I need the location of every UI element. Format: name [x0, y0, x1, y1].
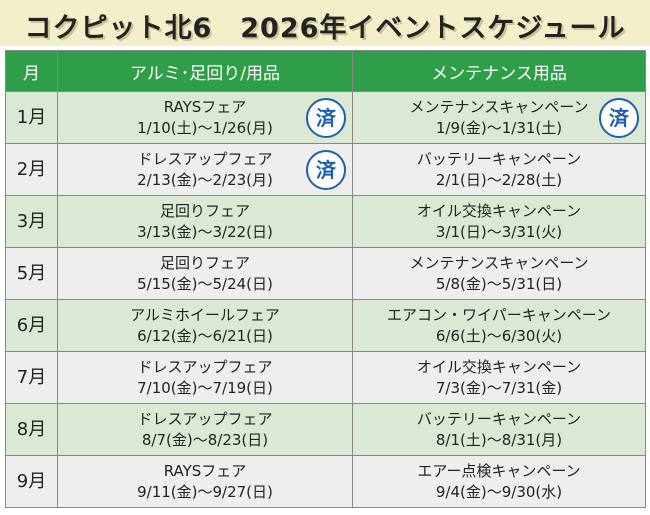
event-cell: バッテリーキャンペーン 2/1(日)～2/28(土)	[352, 143, 646, 196]
event-dates: 7/3(金)～7/31(金)	[435, 378, 563, 397]
event-cell: RAYSフェア 9/11(金)～9/27(日)	[57, 455, 353, 508]
done-badge: 済	[306, 98, 346, 138]
row: 8月 ドレスアップフェア 8/7(金)～8/23(日) バッテリーキャンペーン 8/1(…	[5, 403, 646, 456]
event-name: RAYSフェア	[163, 461, 247, 480]
event-name: RAYSフェア	[163, 97, 247, 116]
event-dates: 9/11(金)～9/27(日)	[137, 482, 273, 501]
event-name: ドレスアップフェア	[137, 357, 273, 376]
event-dates: 3/1(日)～3/31(火)	[435, 222, 563, 241]
event-cell: エアコン・ワイパーキャンペーン 6/6(土)～6/30(火)	[352, 299, 646, 352]
month-cell: 3月	[5, 195, 58, 248]
row: 5月 足回りフェア 5/15(金)～5/24(日) メンテナンスキャンペーン 5/8(金…	[5, 247, 646, 300]
event-cell: アルミホイールフェア 6/12(金)～6/21(日)	[57, 299, 353, 352]
event-name: ドレスアップフェア	[137, 409, 273, 428]
event-dates: 7/10(金)～7/19(日)	[137, 378, 273, 397]
event-dates: 8/7(金)～8/23(日)	[141, 430, 269, 449]
month-cell: 6月	[5, 299, 58, 352]
row: 6月 アルミホイールフェア 6/12(金)～6/21(日) エアコン・ワイパーキャンペ…	[5, 299, 646, 352]
event-cell: ドレスアップフェア 8/7(金)～8/23(日)	[57, 403, 353, 456]
row: 2月 ドレスアップフェア 2/13(金)～2/23(月) 済 バッテリーキャンペーン 2/…	[5, 143, 646, 196]
row: 1月 RAYSフェア 1/10(土)～1/26(月) 済メンテナンスキャンペーン 1/9…	[5, 91, 646, 144]
event-cell: 足回りフェア 3/13(金)～3/22(日)	[57, 195, 353, 248]
event-name: アルミホイールフェア	[130, 305, 280, 324]
row: 9月 RAYSフェア 9/11(金)～9/27(日) エアー点検キャンペーン 9/4(金…	[5, 455, 646, 508]
month-cell: 7月	[5, 351, 58, 404]
event-name: バッテリーキャンペーン	[416, 149, 582, 168]
month-cell: 5月	[5, 247, 58, 300]
event-dates: 9/4(金)～9/30(水)	[435, 482, 563, 501]
event-name: バッテリーキャンペーン	[416, 409, 582, 428]
event-dates: 1/9(金)～1/31(土)	[435, 118, 563, 137]
event-name: エアー点検キャンペーン	[417, 461, 581, 480]
header-row: 月 アルミ･足回り/用品 メンテナンス用品	[5, 50, 646, 92]
column-header: アルミ･足回り/用品	[57, 50, 353, 92]
event-name: メンテナンスキャンペーン	[409, 253, 589, 272]
row: 7月 ドレスアップフェア 7/10(金)～7/19(日) オイル交換キャンペーン 7/3…	[5, 351, 646, 404]
month-cell: 2月	[5, 143, 58, 196]
event-name: オイル交換キャンペーン	[416, 201, 582, 220]
event-name: メンテナンスキャンペーン	[409, 97, 589, 116]
event-cell: ドレスアップフェア 7/10(金)～7/19(日)	[57, 351, 353, 404]
event-dates: 2/1(日)～2/28(土)	[435, 170, 563, 189]
month-cell: 8月	[5, 403, 58, 456]
event-dates: 8/1(土)～8/31(月)	[435, 430, 563, 449]
event-dates: 2/13(金)～2/23(月)	[137, 170, 273, 189]
event-dates: 3/13(金)～3/22(日)	[137, 222, 273, 241]
event-dates: 1/10(土)～1/26(月)	[137, 118, 273, 137]
event-cell: メンテナンスキャンペーン 1/9(金)～1/31(土) 済	[352, 91, 646, 144]
column-header: メンテナンス用品	[352, 50, 646, 92]
event-cell: RAYSフェア 1/10(土)～1/26(月) 済	[57, 91, 353, 144]
done-badge: 済	[306, 150, 346, 190]
title-banner	[0, 0, 650, 46]
event-dates: 5/15(金)～5/24(日)	[137, 274, 273, 293]
event-dates: 6/12(金)～6/21(日)	[137, 326, 273, 345]
event-name: ドレスアップフェア	[137, 149, 273, 168]
event-cell: オイル交換キャンペーン 7/3(金)～7/31(金)	[352, 351, 646, 404]
event-name: オイル交換キャンペーン	[416, 357, 582, 376]
event-cell: オイル交換キャンペーン 3/1(日)～3/31(火)	[352, 195, 646, 248]
month-cell: 1月	[5, 91, 58, 144]
title: コクピット北6 2026年イベントスケジュール	[24, 13, 626, 44]
event-cell: メンテナンスキャンペーン 5/8(金)～5/31(日)	[352, 247, 646, 300]
event-dates: 5/8(金)～5/31(日)	[435, 274, 563, 293]
event-cell: エアー点検キャンペーン 9/4(金)～9/30(水)	[352, 455, 646, 508]
event-dates: 6/6(土)～6/30(火)	[435, 326, 563, 345]
event-name: 足回りフェア	[159, 201, 250, 220]
event-cell: バッテリーキャンペーン 8/1(土)～8/31(月)	[352, 403, 646, 456]
schedule-table: 月 アルミ･足回り/用品 メンテナンス用品 1月 RAYSフェア 1/10(土)～1…	[5, 50, 646, 508]
row: 3月 足回りフェア 3/13(金)～3/22(日) オイル交換キャンペーン 3/1(日)…	[5, 195, 646, 248]
event-name: エアコン・ワイパーキャンペーン	[387, 305, 611, 324]
event-name: 足回りフェア	[159, 253, 250, 272]
done-badge: 済	[599, 98, 639, 138]
column-header: 月	[5, 50, 58, 92]
event-cell: 足回りフェア 5/15(金)～5/24(日)	[57, 247, 353, 300]
event-cell: ドレスアップフェア 2/13(金)～2/23(月) 済	[57, 143, 353, 196]
month-cell: 9月	[5, 455, 58, 508]
